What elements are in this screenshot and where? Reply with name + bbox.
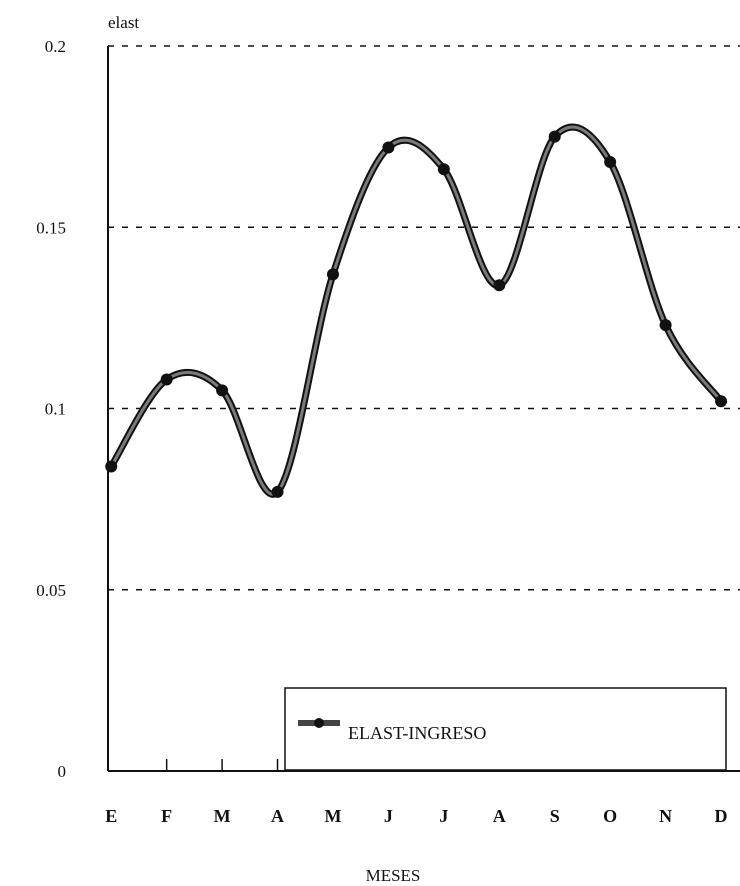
data-point [659, 319, 672, 332]
y-tick-label: 0.2 [45, 37, 66, 56]
series-line-outline [108, 123, 724, 498]
x-tick-label: O [603, 806, 617, 826]
x-tick-label: A [271, 806, 284, 826]
y-axis-label: elast [108, 13, 139, 32]
data-point [382, 141, 395, 154]
data-point [160, 373, 173, 386]
legend-marker-swatch [314, 718, 324, 728]
legend-box [284, 687, 727, 771]
data-point [105, 460, 118, 473]
x-tick-label: J [384, 806, 393, 826]
data-point [437, 163, 450, 176]
y-tick-label: 0.1 [45, 400, 66, 419]
gridlines [108, 45, 740, 591]
x-tick-label: A [493, 806, 506, 826]
x-tick-label: F [161, 806, 172, 826]
legend: ELAST-INGRESO [284, 687, 727, 771]
legend-label: ELAST-INGRESO [348, 723, 486, 743]
data-point [548, 130, 561, 143]
x-tick-label: M [214, 806, 231, 826]
data-point [493, 279, 506, 292]
data-point [216, 384, 229, 397]
x-tick-label: M [324, 806, 341, 826]
data-point [715, 395, 728, 408]
series-line [109, 125, 723, 496]
x-tick-label: N [659, 806, 672, 826]
series-group [105, 123, 728, 498]
y-tick-label: 0.15 [36, 218, 66, 237]
axes [107, 46, 740, 772]
data-point [326, 268, 339, 281]
y-tick-label: 0.05 [36, 581, 66, 600]
data-point [604, 156, 617, 168]
x-tick-label: S [550, 806, 560, 826]
y-tick-labels: 0 0.05 0.1 0.15 0.2 [36, 37, 66, 781]
y-tick-label: 0 [58, 762, 67, 781]
x-axis-label: MESES [366, 866, 421, 885]
x-tick-label: J [439, 806, 448, 826]
x-tick-label: E [105, 806, 117, 826]
data-point [271, 485, 284, 498]
x-tick-label: D [715, 806, 728, 826]
